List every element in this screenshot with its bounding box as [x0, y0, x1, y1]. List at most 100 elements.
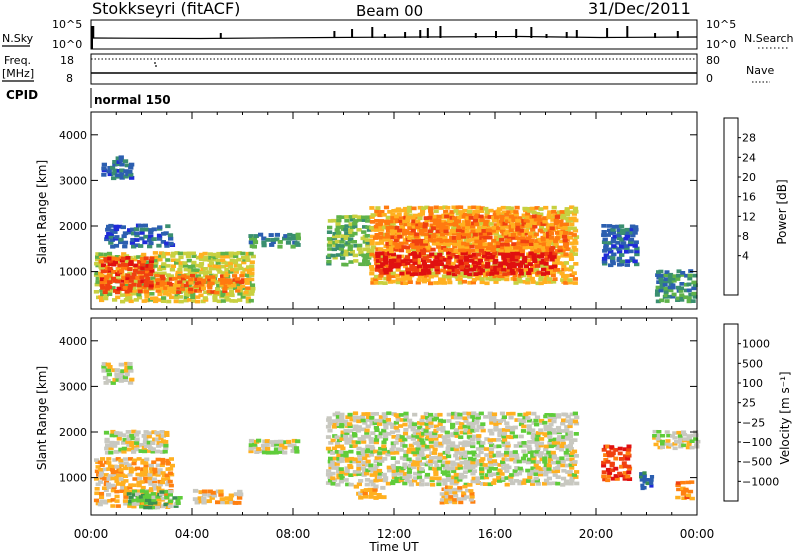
data-cell — [401, 231, 408, 236]
data-cell — [137, 287, 143, 291]
data-cell — [124, 361, 130, 366]
data-cell — [111, 368, 117, 373]
data-cell — [482, 242, 488, 247]
data-cell — [564, 479, 570, 484]
data-cell — [457, 486, 463, 490]
data-cell — [343, 450, 349, 455]
data-cell — [190, 292, 196, 296]
data-cell — [463, 430, 469, 435]
data-cell — [224, 261, 230, 265]
data-cell — [398, 219, 404, 223]
data-cell — [663, 286, 669, 291]
data-cell — [124, 486, 130, 490]
data-cell — [659, 273, 665, 278]
data-cell — [136, 292, 142, 297]
data-cell — [480, 457, 486, 461]
data-cell — [220, 274, 226, 278]
data-cell — [392, 258, 398, 263]
data-cell — [139, 504, 145, 509]
data-cell — [505, 441, 511, 446]
data-cell — [187, 283, 193, 287]
data-cell — [399, 476, 405, 480]
data-cell — [507, 247, 513, 252]
data-cell — [457, 488, 463, 493]
data-cell — [179, 287, 185, 291]
data-cell — [422, 256, 428, 260]
data-cell — [445, 475, 452, 479]
data-cell — [468, 254, 474, 259]
data-cell — [106, 271, 112, 276]
data-cell — [235, 280, 241, 284]
data-cell — [501, 210, 507, 215]
data-cell — [633, 240, 639, 245]
data-cell — [533, 244, 539, 249]
data-cell — [105, 379, 111, 383]
data-cell — [396, 434, 402, 438]
data-cell — [227, 283, 233, 288]
data-cell — [155, 281, 161, 286]
data-cell — [489, 272, 495, 276]
nsky-spike — [419, 30, 422, 38]
data-cell — [99, 491, 105, 496]
data-cell — [203, 298, 209, 302]
data-cell — [160, 504, 166, 509]
colorbar-tick-label: 100 — [742, 377, 763, 390]
data-cell — [534, 249, 540, 254]
data-cell — [233, 263, 240, 268]
data-cell — [165, 252, 171, 256]
data-cell — [652, 434, 658, 438]
data-cell — [474, 428, 480, 433]
data-cell — [405, 245, 411, 250]
data-cell — [440, 219, 447, 224]
data-cell — [550, 460, 557, 465]
data-cell — [356, 425, 362, 429]
data-cell — [523, 261, 529, 266]
data-cell — [496, 207, 503, 211]
data-cell — [214, 290, 220, 295]
data-cell — [658, 277, 664, 282]
data-cell — [485, 272, 491, 277]
data-cell — [197, 280, 203, 285]
data-cell — [477, 271, 483, 276]
data-cell — [572, 460, 578, 464]
data-cell — [332, 421, 338, 426]
data-cell — [493, 215, 500, 220]
data-cell — [558, 219, 564, 224]
data-cell — [514, 418, 520, 422]
data-cell — [332, 255, 338, 260]
data-cell — [155, 457, 161, 462]
data-cell — [471, 260, 477, 265]
data-cell — [601, 240, 608, 244]
data-cell — [143, 472, 149, 477]
data-cell — [440, 268, 446, 273]
data-cell — [374, 219, 380, 223]
data-cell — [157, 470, 163, 475]
data-cell — [108, 240, 114, 245]
data-cell — [389, 246, 395, 250]
data-cell — [99, 495, 105, 499]
data-cell — [156, 485, 162, 490]
data-cell — [544, 271, 550, 275]
data-cell — [106, 273, 112, 278]
data-cell — [181, 283, 187, 287]
data-cell — [645, 478, 650, 482]
data-cell — [502, 258, 509, 263]
data-cell — [127, 489, 133, 494]
data-cell — [114, 479, 120, 483]
data-cell — [131, 483, 137, 487]
data-cell — [167, 493, 173, 497]
data-cell — [448, 495, 454, 499]
data-cell — [505, 252, 511, 257]
data-cell — [465, 225, 471, 230]
data-cell — [554, 236, 560, 240]
data-cell — [349, 459, 355, 464]
data-cell — [504, 245, 510, 250]
data-cell — [433, 273, 439, 278]
data-cell — [487, 457, 493, 461]
data-cell — [348, 215, 354, 219]
data-cell — [642, 471, 647, 475]
data-cell — [484, 453, 490, 457]
data-cell — [124, 289, 130, 294]
data-cell — [551, 270, 557, 274]
data-cell — [399, 208, 405, 213]
